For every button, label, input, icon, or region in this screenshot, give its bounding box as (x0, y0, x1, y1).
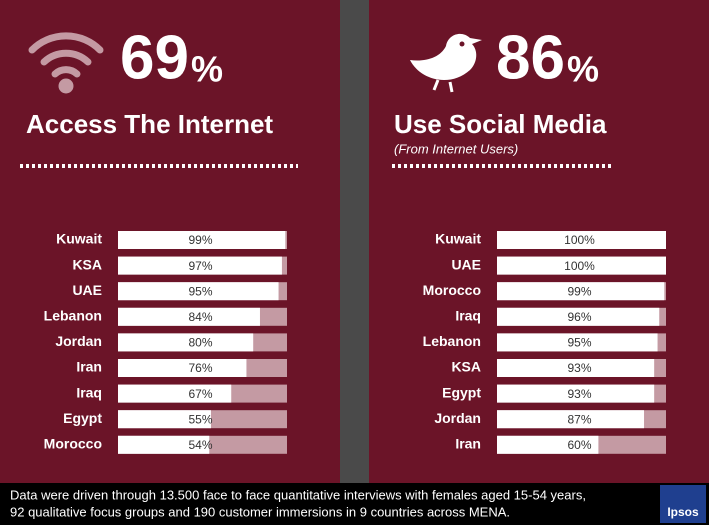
category-label: Iraq (455, 308, 481, 324)
bar (497, 231, 666, 249)
category-label: Egypt (63, 410, 102, 426)
chart-subtitle: (From Internet Users) (394, 141, 518, 156)
value-label: 99% (188, 233, 212, 247)
bar (118, 410, 211, 429)
bar (497, 435, 599, 454)
logo: Ipsos (667, 505, 699, 519)
headline-stat: 86 (496, 23, 565, 92)
bar (497, 333, 658, 352)
category-label: Iraq (76, 384, 102, 400)
bar (118, 256, 282, 275)
value-label: 95% (188, 284, 212, 298)
logo-box (660, 485, 706, 523)
category-label: Morocco (44, 436, 102, 452)
category-label: Jordan (434, 410, 481, 426)
bar (118, 435, 210, 454)
chart-title: Access The Internet (26, 109, 273, 139)
value-label: 60% (567, 438, 591, 452)
bar (497, 384, 655, 403)
value-label: 76% (188, 361, 212, 375)
category-label: Lebanon (423, 333, 481, 349)
category-label: Iran (76, 359, 102, 375)
value-label: 95% (567, 336, 591, 350)
value-label: 93% (567, 361, 591, 375)
footer-text: Data were driven through 13.500 face to … (10, 487, 586, 502)
chart-title: Use Social Media (394, 109, 607, 139)
value-label: 67% (188, 387, 212, 401)
bar (497, 282, 665, 301)
bar (118, 307, 260, 326)
value-label: 96% (567, 310, 591, 324)
value-label: 93% (567, 387, 591, 401)
value-label: 100% (564, 259, 595, 273)
value-label: 80% (188, 336, 212, 350)
bar (497, 410, 645, 429)
footer-text: 92 qualitative focus groups and 190 cust… (10, 504, 510, 519)
category-label: Lebanon (44, 308, 102, 324)
bar (118, 231, 286, 249)
category-label: UAE (451, 256, 481, 272)
wifi-icon (28, 32, 104, 94)
category-label: KSA (72, 256, 102, 272)
category-label: KSA (451, 359, 481, 375)
category-label: Morocco (423, 282, 481, 298)
bar (118, 384, 232, 403)
bar (118, 333, 254, 352)
footer-band (0, 483, 709, 525)
category-label: UAE (72, 282, 102, 298)
category-label: Iran (455, 436, 481, 452)
bar (497, 256, 666, 275)
headline-unit: % (567, 49, 599, 90)
bar (118, 359, 247, 377)
category-label: Kuwait (56, 231, 102, 247)
bar (497, 359, 655, 377)
value-label: 55% (188, 412, 212, 426)
bird-icon (410, 33, 482, 93)
headline-unit: % (191, 49, 223, 90)
bar (118, 282, 279, 301)
value-label: 54% (188, 438, 212, 452)
value-label: 99% (567, 284, 591, 298)
value-label: 84% (188, 310, 212, 324)
value-label: 97% (188, 259, 212, 273)
bar (497, 307, 660, 326)
category-label: Egypt (442, 384, 481, 400)
category-label: Jordan (55, 333, 102, 349)
value-label: 87% (567, 412, 591, 426)
category-label: Kuwait (435, 231, 481, 247)
headline-stat: 69 (120, 23, 189, 92)
value-label: 100% (564, 233, 595, 247)
